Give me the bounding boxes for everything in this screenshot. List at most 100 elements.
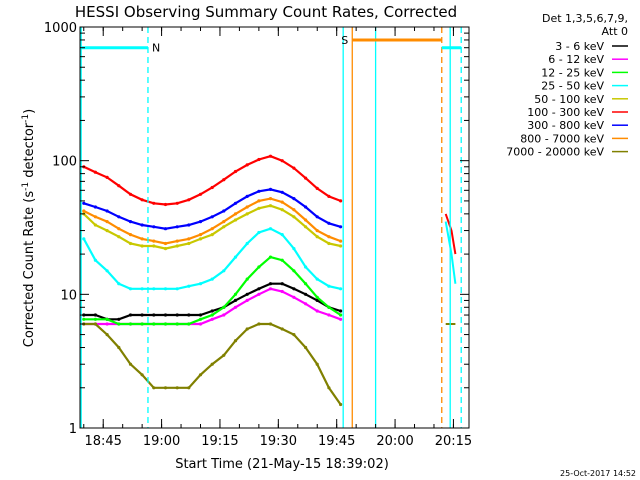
y-axis-label-mid: detector (22, 122, 37, 182)
end-series (444, 213, 457, 255)
data-point (152, 244, 156, 248)
end-series-line (444, 213, 457, 255)
data-point (268, 227, 273, 231)
data-point (210, 215, 214, 219)
data-point (222, 225, 226, 229)
data-point (245, 277, 249, 281)
data-point (233, 212, 238, 216)
data-point (245, 212, 249, 216)
data-point (245, 194, 249, 198)
data-point (187, 313, 191, 317)
data-point (222, 220, 226, 224)
series-layer (82, 154, 457, 407)
data-point (105, 322, 109, 326)
data-point (233, 298, 238, 302)
data-point (198, 322, 203, 326)
data-point (233, 218, 238, 222)
data-point (233, 255, 238, 259)
x-tick-label: 19:45 (318, 434, 355, 449)
data-point (327, 305, 331, 309)
timestamp: 25-Oct-2017 14:52 (560, 469, 636, 478)
legend-entry-label: 800 - 7000 keV (520, 132, 604, 145)
data-point (117, 215, 121, 219)
data-point (175, 322, 179, 326)
data-point (280, 282, 284, 286)
data-point (140, 287, 144, 291)
end-series-line (444, 221, 457, 284)
data-point (198, 317, 203, 321)
data-point (140, 322, 144, 326)
data-point (257, 265, 261, 269)
data-point (175, 244, 179, 248)
x-tick-label: 19:00 (143, 434, 180, 449)
data-point (222, 209, 226, 213)
end-series (444, 221, 457, 284)
data-point (187, 241, 191, 246)
data-point (315, 229, 319, 233)
series-100-300keV (82, 154, 343, 207)
data-point (210, 362, 214, 366)
data-point (163, 313, 168, 317)
data-point (339, 244, 343, 248)
legend-entry-label: 50 - 100 keV (534, 93, 604, 106)
legend-entry-label: 100 - 300 keV (527, 106, 604, 119)
data-point (198, 282, 203, 286)
y-axis-label-suffix: ) (22, 109, 37, 114)
data-point (163, 227, 168, 231)
legend-entry-label: 12 - 25 keV (541, 66, 604, 79)
data-point (117, 317, 121, 321)
data-point (233, 169, 238, 174)
data-point (257, 206, 261, 210)
data-point (93, 205, 97, 209)
data-point (105, 209, 109, 213)
data-point (315, 295, 319, 299)
data-point (233, 292, 238, 296)
legend-entry-label: 300 - 800 keV (527, 119, 604, 132)
data-point (198, 313, 203, 317)
data-point (105, 229, 109, 233)
data-point (128, 362, 133, 366)
data-point (268, 154, 273, 158)
data-point (140, 237, 144, 241)
data-point (245, 241, 249, 246)
data-point (257, 292, 261, 296)
series-300-800keV (82, 187, 343, 231)
data-point (210, 309, 214, 313)
data-point (210, 317, 214, 321)
series-25-50keV (82, 227, 343, 291)
data-point (82, 237, 86, 241)
data-point (292, 215, 296, 219)
data-point (339, 313, 343, 317)
chart-title: HESSI Observing Summary Count Rates, Cor… (75, 3, 457, 21)
y-tick-label: 1000 (44, 21, 77, 36)
data-point (152, 313, 156, 317)
x-tick-label: 19:15 (201, 434, 238, 449)
series-800-7000keV (82, 197, 343, 246)
data-point (128, 220, 133, 224)
data-point (128, 192, 133, 196)
legend-header-attenuator: Att 0 (602, 25, 628, 38)
data-point (198, 233, 203, 237)
data-point (93, 170, 97, 174)
data-point (233, 339, 238, 343)
data-point (327, 386, 331, 390)
data-point (315, 277, 319, 281)
y-tick-label: 10 (60, 288, 77, 303)
data-point (268, 322, 273, 326)
data-point (187, 386, 191, 390)
data-point (105, 220, 109, 224)
data-point (93, 317, 97, 321)
data-point (128, 313, 133, 317)
data-point (140, 223, 144, 227)
data-point (245, 298, 249, 302)
data-point (257, 230, 261, 235)
data-point (175, 201, 179, 205)
y-tick-label: 100 (52, 155, 77, 170)
data-point (315, 235, 319, 239)
data-point (210, 185, 214, 190)
data-point (280, 190, 284, 194)
data-point (140, 313, 144, 317)
data-point (163, 287, 168, 291)
y-axis-label-sup1: -1 (21, 182, 31, 191)
data-point (210, 277, 214, 281)
